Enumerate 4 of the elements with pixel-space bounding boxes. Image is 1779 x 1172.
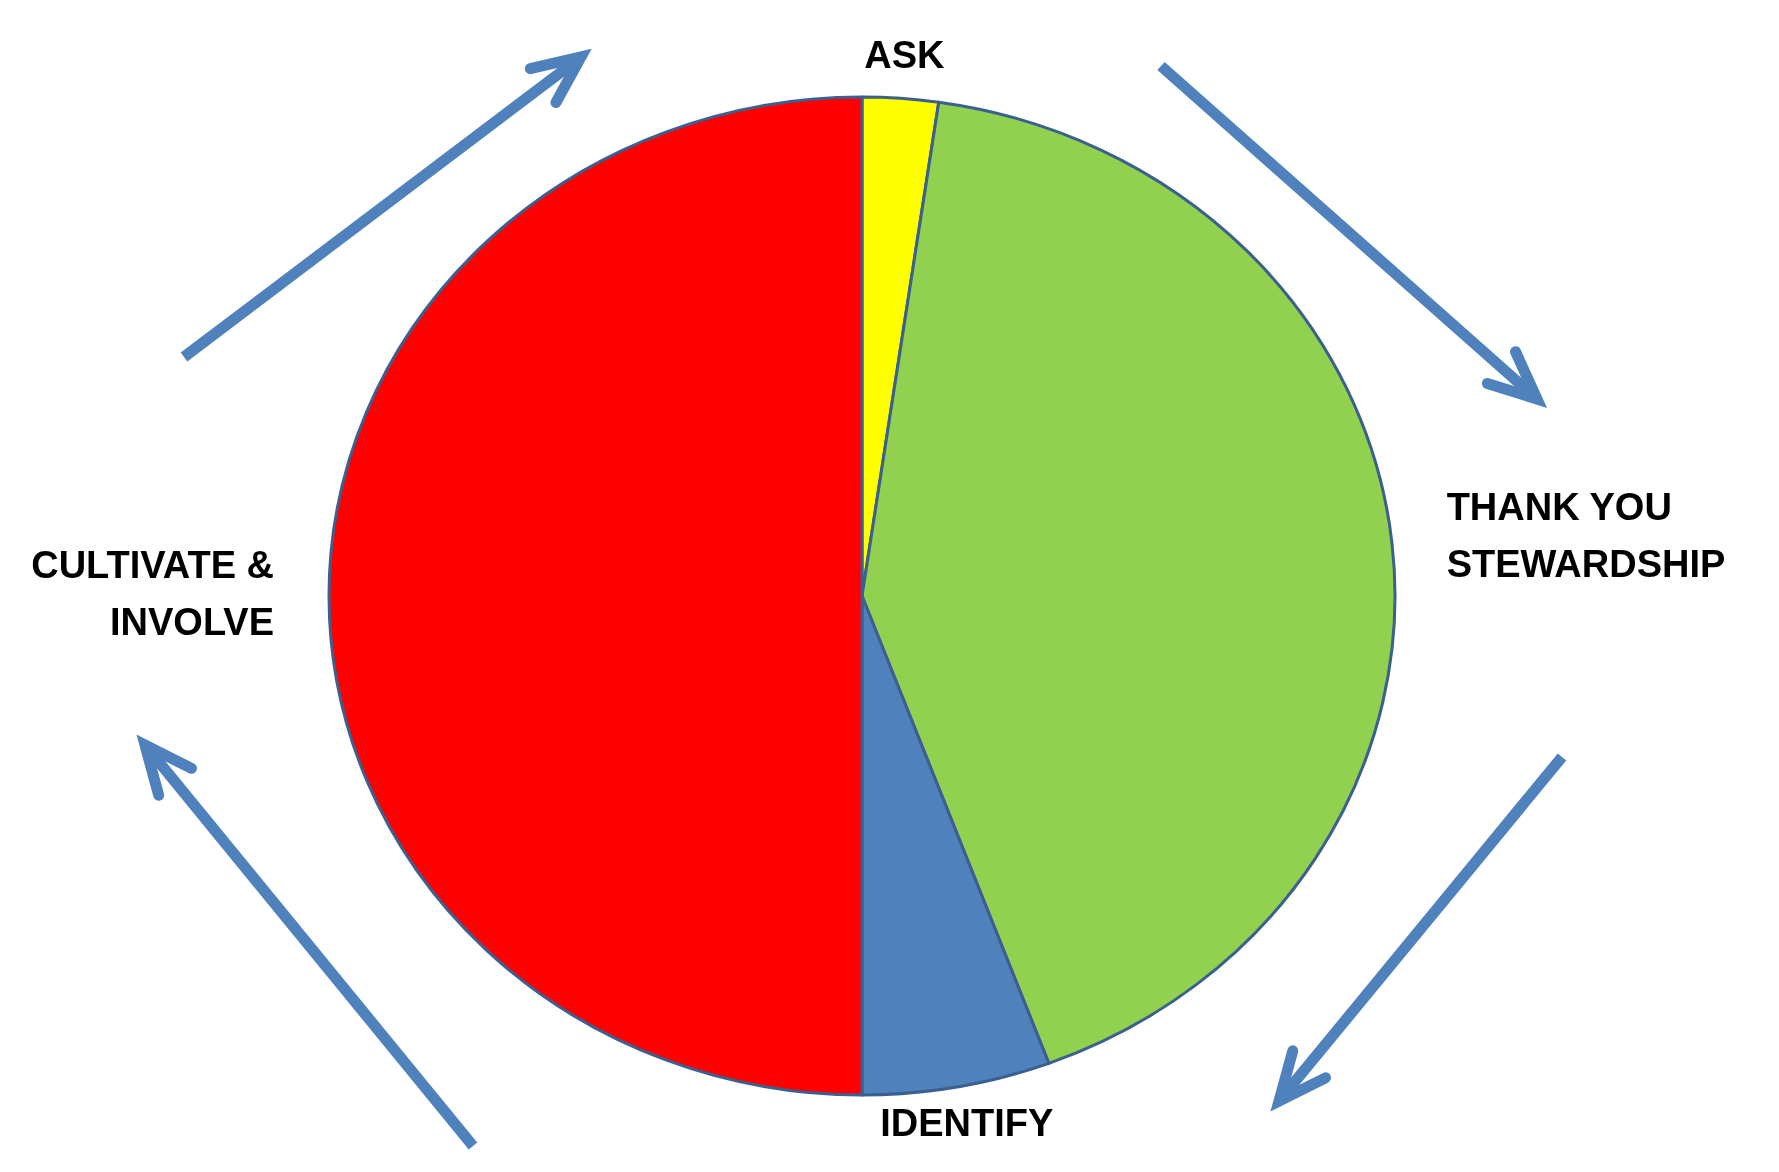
slice-label: CULTIVATE & INVOLVE [31, 543, 274, 643]
slice-label: THANK YOU STEWARDSHIP [1446, 486, 1726, 586]
slice-label: ASK [864, 34, 946, 77]
slice-label: IDENTIFY [880, 1102, 1054, 1145]
